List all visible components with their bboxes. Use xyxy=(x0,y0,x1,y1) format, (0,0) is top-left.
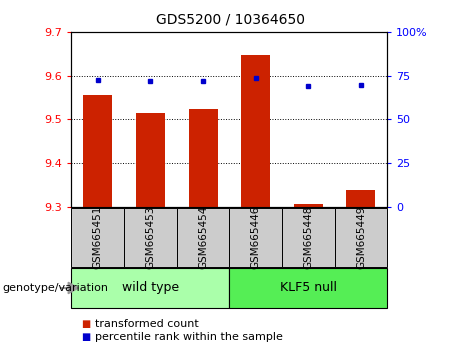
Bar xyxy=(294,205,323,207)
Text: GSM665454: GSM665454 xyxy=(198,206,208,269)
Text: percentile rank within the sample: percentile rank within the sample xyxy=(95,332,284,342)
Bar xyxy=(241,55,270,207)
Text: KLF5 null: KLF5 null xyxy=(280,281,337,295)
Text: genotype/variation: genotype/variation xyxy=(2,283,108,293)
Bar xyxy=(83,95,112,207)
Bar xyxy=(189,109,218,207)
Bar xyxy=(347,190,375,207)
Bar xyxy=(136,113,165,207)
Text: GSM665446: GSM665446 xyxy=(251,206,260,269)
Text: transformed count: transformed count xyxy=(95,319,199,329)
Text: ■: ■ xyxy=(81,332,90,342)
Text: GDS5200 / 10364650: GDS5200 / 10364650 xyxy=(156,12,305,27)
Text: GSM665453: GSM665453 xyxy=(145,206,155,269)
Text: GSM665451: GSM665451 xyxy=(93,206,103,269)
Text: GSM665448: GSM665448 xyxy=(303,206,313,269)
Text: GSM665449: GSM665449 xyxy=(356,206,366,269)
Text: wild type: wild type xyxy=(122,281,179,295)
Text: ■: ■ xyxy=(81,319,90,329)
